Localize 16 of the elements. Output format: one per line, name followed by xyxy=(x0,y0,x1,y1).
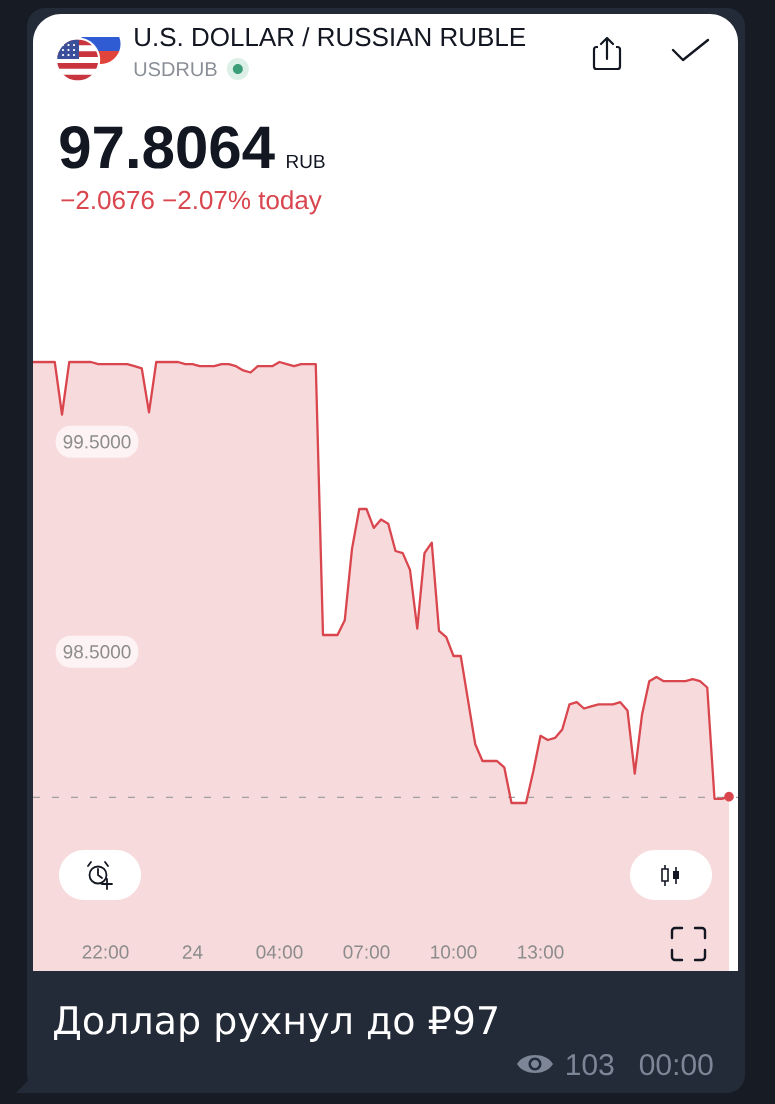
chart-title: U.S. DOLLAR / RUSSIAN RUBLE xyxy=(135,27,526,47)
text: 97.8064 xyxy=(60,126,275,169)
y-tick-label: 99.5000 xyxy=(63,435,131,449)
text: −2.0676 −2.07% today xyxy=(61,190,322,215)
x-tick-label: 22:00 xyxy=(82,945,129,959)
x-tick-label: 07:00 xyxy=(343,945,390,959)
x-tick-label: 13:00 xyxy=(518,945,564,959)
text: RUB xyxy=(287,154,325,169)
text: 00:00 xyxy=(639,1054,713,1076)
x-tick-label: 04:00 xyxy=(256,945,303,959)
chart-subtitle: USDRUB xyxy=(134,62,217,77)
text: Доллар рухнул до ₽97 xyxy=(54,1005,497,1042)
x-tick-label: 24 xyxy=(182,945,203,959)
text: 103 xyxy=(567,1054,614,1076)
y-tick-label: 98.5000 xyxy=(63,645,131,659)
x-tick-label: 10:00 xyxy=(431,945,477,959)
